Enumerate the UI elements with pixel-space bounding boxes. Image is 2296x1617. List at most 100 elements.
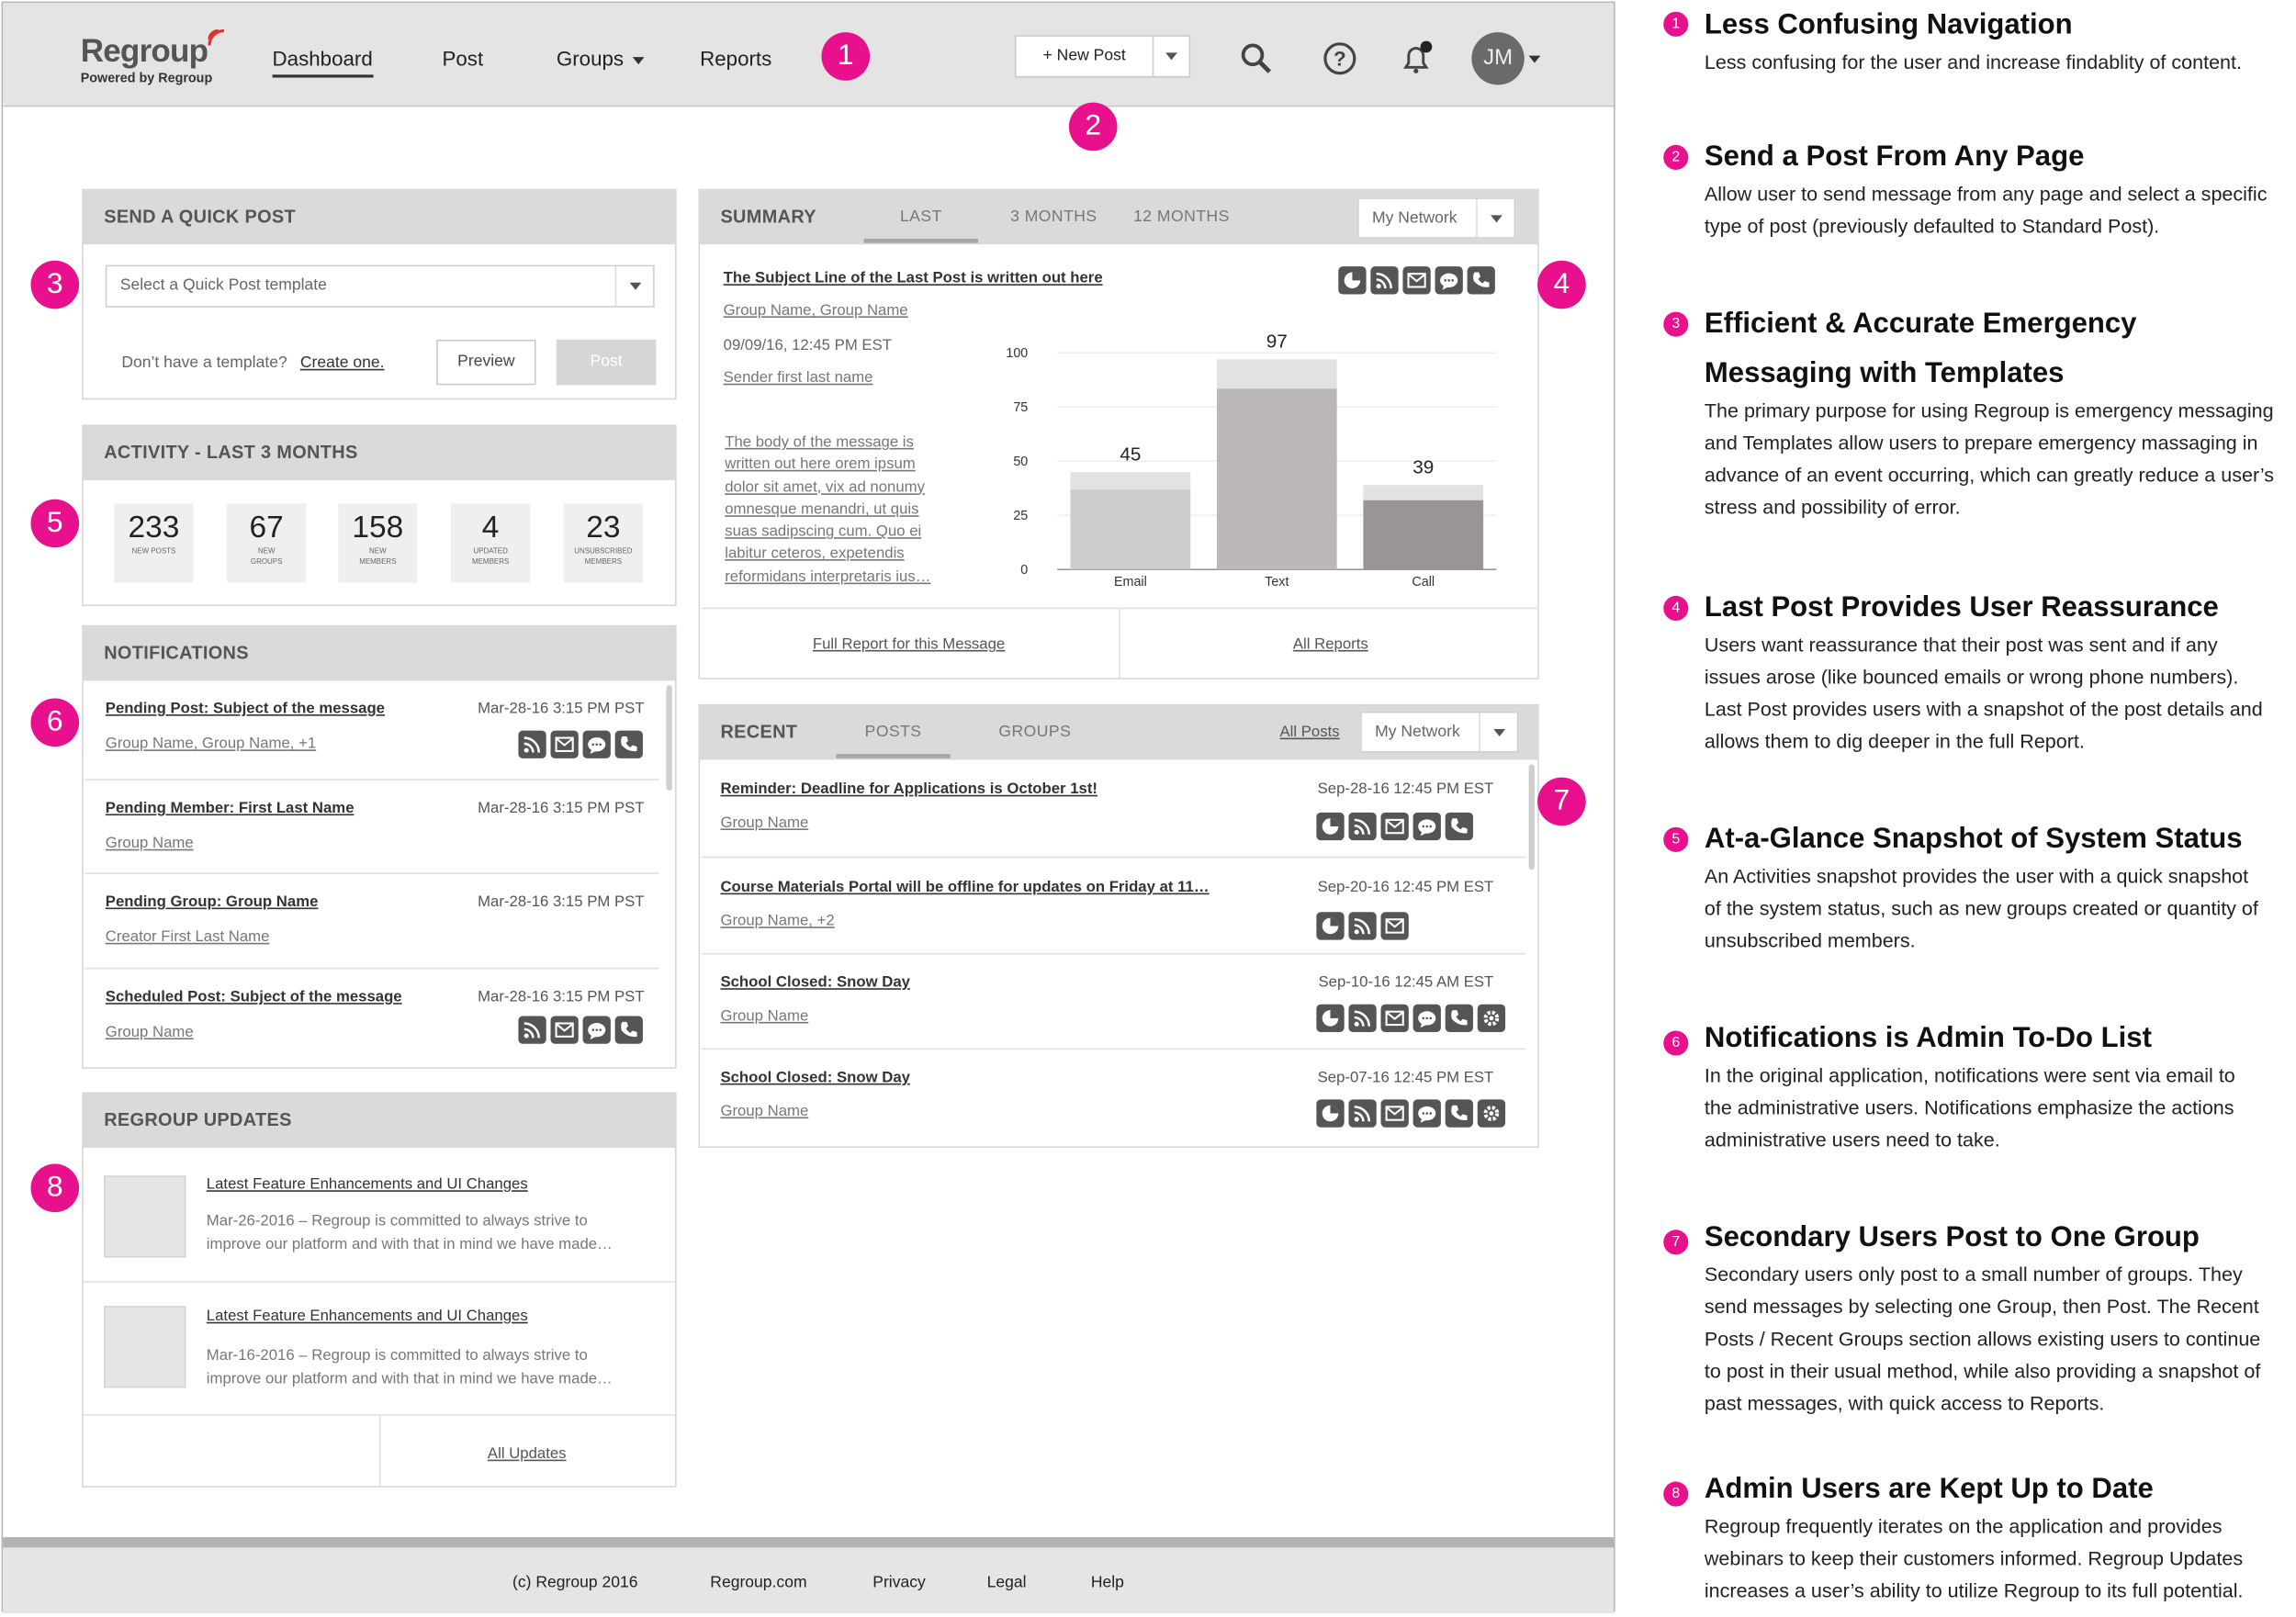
notification-title[interactable]: Scheduled Post: Subject of the message [105, 988, 402, 1006]
help-icon[interactable]: ? [1322, 41, 1357, 76]
body-line: written out here orem ipsum [725, 455, 916, 474]
svg-text:?: ? [1334, 48, 1346, 71]
update-thumbnail[interactable] [104, 1175, 186, 1258]
body-text: omnesque menandri [725, 500, 865, 519]
notification-title[interactable]: Pending Member: First Last Name [105, 799, 355, 817]
annotation-text: Allow user to send message from any page… [1705, 179, 2296, 243]
nav-reports[interactable]: Reports [700, 47, 772, 71]
all-updates-link[interactable]: All Updates [487, 1444, 567, 1463]
notification-date: Mar-28-16 3:15 PM PST [478, 988, 645, 1006]
new-post-button[interactable]: + New Post [1014, 35, 1191, 78]
chevron-down-icon[interactable] [1528, 55, 1541, 63]
all-posts-link[interactable]: All Posts [1279, 723, 1340, 741]
notification-sub[interactable]: Group Name, Group Name, +1 [105, 735, 317, 753]
recent-post-title[interactable]: School Closed: Snow Day [720, 1068, 910, 1087]
recent-scrollbar[interactable] [1528, 764, 1535, 870]
recent-post-title[interactable]: Reminder: Deadline for Applications is O… [720, 780, 1098, 798]
chat-icon [1412, 1004, 1441, 1033]
last-post-body[interactable]: The body of the message is written out h… [725, 432, 930, 589]
footer-link-regroup[interactable]: Regroup.com [710, 1573, 807, 1592]
chat-icon [1412, 1099, 1441, 1128]
annotation-number: 4 [1663, 595, 1689, 622]
notification-sub[interactable]: Group Name [105, 834, 194, 852]
template-select[interactable]: Select a Quick Post template [105, 264, 655, 308]
phone-icon [614, 730, 643, 758]
network-select-dropdown[interactable] [1479, 713, 1516, 751]
notification-sub[interactable]: Creator First Last Name [105, 927, 270, 946]
recent-post-group[interactable]: Group Name [720, 1006, 809, 1026]
divider [83, 1281, 676, 1283]
x-tick-label: Text [1265, 575, 1289, 590]
annotation-line: In the original application, notificatio… [1704, 1064, 2235, 1087]
rss-icon [1348, 912, 1377, 940]
divider [378, 1414, 381, 1488]
update-thumbnail[interactable] [104, 1306, 186, 1388]
divider [84, 967, 659, 970]
all-reports-link[interactable]: All Reports [1292, 634, 1368, 654]
notification-date: Mar-28-16 3:15 PM PST [478, 799, 645, 817]
tab-groups[interactable]: GROUPS [998, 723, 1072, 741]
update-title[interactable]: Latest Feature Enhancements and UI Chang… [206, 1307, 528, 1325]
avatar[interactable]: JM [1471, 32, 1525, 85]
chevron-down-icon [632, 56, 645, 64]
network-select-dropdown[interactable] [1476, 198, 1514, 238]
footer-link-help[interactable]: Help [1090, 1573, 1124, 1592]
recent-post-title[interactable]: School Closed: Snow Day [720, 973, 910, 992]
recent-post-group[interactable]: Group Name, +2 [720, 912, 835, 930]
full-report-link[interactable]: Full Report for this Message [812, 634, 1006, 654]
annotation-title: Less Confusing Navigation [1704, 8, 2073, 41]
tab-last[interactable]: LAST [863, 190, 979, 243]
template-select-dropdown[interactable] [614, 266, 653, 307]
annotation-line: Allow user to send message from any page… [1704, 183, 2268, 206]
recent-post-group[interactable]: Group Name [720, 814, 809, 832]
create-template-link[interactable]: Create one. [299, 354, 385, 372]
annotation-number: 5 [1663, 826, 1689, 852]
nav-dashboard[interactable]: Dashboard [272, 47, 373, 78]
logo[interactable]: Regroup Powered by Regroup [81, 28, 225, 84]
email-icon [1380, 812, 1409, 841]
last-post-groups[interactable]: Group Name, Group Name [723, 301, 908, 320]
recent-post-group[interactable]: Group Name [720, 1102, 809, 1120]
callout-badge-5: 5 [30, 499, 80, 548]
network-select[interactable]: My Network [1357, 197, 1516, 239]
recent-network-select[interactable]: My Network [1360, 711, 1519, 753]
stat-label: NEW POSTS [131, 547, 176, 556]
tab-posts[interactable]: POSTS [836, 706, 951, 758]
divider [701, 607, 1539, 610]
chat-icon [1412, 812, 1441, 841]
recent-post-title[interactable]: Course Materials Portal will be offline … [720, 878, 1210, 896]
nav-post[interactable]: Post [442, 47, 484, 71]
notifications-scrollbar[interactable] [666, 685, 672, 791]
tab-12-months[interactable]: 12 MONTHS [1133, 208, 1230, 226]
annotation-line: administrative users need to take. [1704, 1129, 2000, 1151]
phone-icon [1445, 812, 1473, 841]
new-post-dropdown[interactable] [1154, 37, 1188, 76]
footer-link-privacy[interactable]: Privacy [872, 1573, 926, 1592]
bell-icon[interactable] [1399, 40, 1434, 76]
channel-icons [1316, 812, 1473, 841]
tab-3-months[interactable]: 3 MONTHS [1010, 208, 1097, 226]
annotation-number: 3 [1663, 311, 1689, 337]
notification-title[interactable]: Pending Post: Subject of the message [105, 700, 386, 718]
search-icon[interactable] [1239, 41, 1274, 76]
nav-groups-label: Groups [556, 47, 625, 71]
preview-button[interactable]: Preview [436, 339, 536, 386]
last-post-subject[interactable]: The Subject Line of the Last Post is wri… [723, 269, 1103, 287]
channel-icons [1316, 912, 1409, 940]
bar [1216, 388, 1337, 570]
notification-sub[interactable]: Group Name [105, 1023, 194, 1041]
post-button[interactable]: Post [556, 339, 657, 386]
notification-title[interactable]: Pending Group: Group Name [105, 893, 319, 911]
phone-icon [1467, 266, 1495, 295]
bar-value-label: 97 [1266, 332, 1288, 353]
nav-groups[interactable]: Groups [556, 47, 645, 71]
network-select-value: My Network [1375, 723, 1460, 741]
gear-icon [1477, 1099, 1506, 1128]
callout-badge-3: 3 [30, 260, 80, 309]
updates-title: REGROUP UPDATES [83, 1094, 676, 1149]
footer-link-legal[interactable]: Legal [986, 1573, 1027, 1592]
annotation-text: Regroup frequently iterates on the appli… [1705, 1510, 2296, 1607]
body-line: omnesque menandri, ut quis [725, 500, 919, 519]
update-title[interactable]: Latest Feature Enhancements and UI Chang… [206, 1175, 528, 1194]
last-post-sender[interactable]: Sender first last name [723, 368, 873, 387]
